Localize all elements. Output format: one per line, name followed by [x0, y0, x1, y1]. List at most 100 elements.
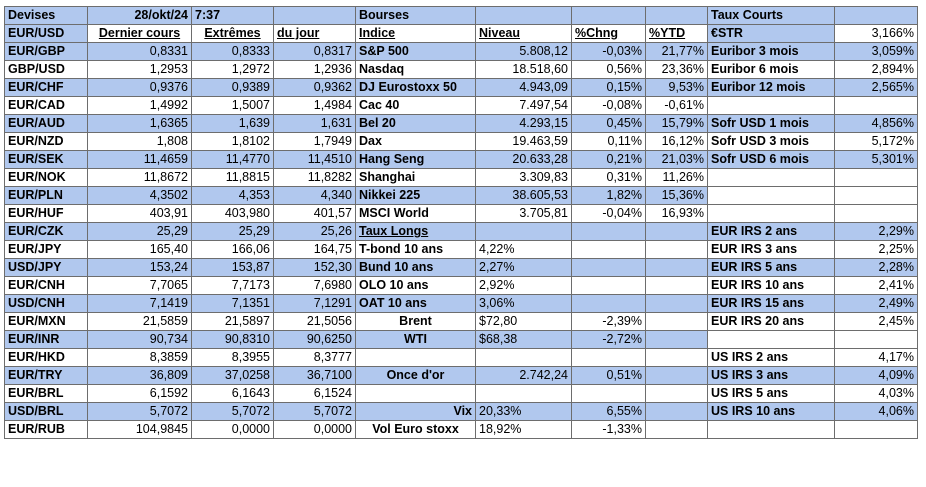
low-cell: 1,7949 [273, 132, 356, 151]
level-cell: 20,33% [475, 402, 572, 421]
chng-cell [571, 222, 646, 241]
chng-cell: -0,08% [571, 96, 646, 115]
rate-name-cell: EUR IRS 15 ans [707, 294, 835, 313]
ytd-cell: 9,53% [645, 78, 708, 97]
table-row: EUR/JPY 165,40 166,06 164,75 T-bond 10 ans 4,… [4, 240, 918, 259]
header-du-jour: du jour [273, 24, 356, 43]
rate-name-cell: US IRS 2 ans [707, 348, 835, 367]
index-name-cell: S&P 500 [355, 42, 476, 61]
table-row: EUR/NOK 11,8672 11,8815 11,8282 Shanghai 3.30… [4, 168, 918, 187]
low-cell: 25,26 [273, 222, 356, 241]
pair-cell: EUR/NZD [4, 132, 88, 151]
rate-value-cell [834, 204, 918, 223]
pair-cell: EUR/NOK [4, 168, 88, 187]
high-cell: 4,353 [191, 186, 274, 205]
low-cell: 1,631 [273, 114, 356, 133]
table-row: EUR/INR 90,734 90,8310 90,6250 WTI $68,38 -2,7… [4, 330, 918, 349]
table-row: EUR/PLN 4,3502 4,353 4,340 Nikkei 225 38.605,… [4, 186, 918, 205]
blank-cell [571, 6, 646, 25]
ytd-cell: 16,93% [645, 204, 708, 223]
level-cell: $68,38 [475, 330, 572, 349]
column-header-row: EUR/USD Dernier cours Extrêmes du jour I… [4, 24, 918, 43]
blank-cell [834, 6, 918, 25]
ytd-cell [645, 312, 708, 331]
header-ytd: %YTD [645, 24, 708, 43]
high-cell: 403,980 [191, 204, 274, 223]
level-cell [475, 348, 572, 367]
rate-name-cell: Euribor 6 mois [707, 60, 835, 79]
pair-cell: EUR/AUD [4, 114, 88, 133]
chng-cell: 0,31% [571, 168, 646, 187]
index-name-cell: OLO 10 ans [355, 276, 476, 295]
chng-cell: 0,45% [571, 114, 646, 133]
index-name-cell: Bund 10 ans [355, 258, 476, 277]
chng-cell: -0,03% [571, 42, 646, 61]
level-cell: $72,80 [475, 312, 572, 331]
table-row: EUR/GBP 0,8331 0,8333 0,8317 S&P 500 5.808,12… [4, 42, 918, 61]
chng-cell [571, 258, 646, 277]
header-estr: €STR [707, 24, 835, 43]
index-name-cell: Nikkei 225 [355, 186, 476, 205]
ytd-cell [645, 348, 708, 367]
rate-value-cell: 2,29% [834, 222, 918, 241]
last-cell: 36,809 [87, 366, 192, 385]
high-cell: 1,5007 [191, 96, 274, 115]
last-cell: 7,7065 [87, 276, 192, 295]
low-cell: 11,4510 [273, 150, 356, 169]
chng-cell: -2,39% [571, 312, 646, 331]
rate-name-cell: EUR IRS 2 ans [707, 222, 835, 241]
index-name-cell: Hang Seng [355, 150, 476, 169]
high-cell: 11,8815 [191, 168, 274, 187]
last-cell: 104,9845 [87, 420, 192, 439]
table-row: EUR/CAD 1,4992 1,5007 1,4984 Cac 40 7.497,54-… [4, 96, 918, 115]
low-cell: 7,1291 [273, 294, 356, 313]
rate-name-cell: EUR IRS 3 ans [707, 240, 835, 259]
last-cell: 0,8331 [87, 42, 192, 61]
ytd-cell [645, 420, 708, 439]
index-name-cell: MSCI World [355, 204, 476, 223]
rate-value-cell: 2,565% [834, 78, 918, 97]
rate-name-cell [707, 96, 835, 115]
table-row: EUR/NZD 1,808 1,8102 1,7949 Dax 19.463,59 0,11… [4, 132, 918, 151]
level-cell: 7.497,54 [475, 96, 572, 115]
date-cell: 28/okt/24 [87, 6, 192, 25]
low-cell: 1,4984 [273, 96, 356, 115]
rate-name-cell: US IRS 3 ans [707, 366, 835, 385]
pair-cell: EUR/TRY [4, 366, 88, 385]
low-cell: 0,8317 [273, 42, 356, 61]
ytd-cell [645, 240, 708, 259]
low-cell: 11,8282 [273, 168, 356, 187]
level-cell: 2,27% [475, 258, 572, 277]
last-cell: 8,3859 [87, 348, 192, 367]
level-cell [475, 384, 572, 403]
high-cell: 0,0000 [191, 420, 274, 439]
rate-name-cell: Euribor 3 mois [707, 42, 835, 61]
level-cell: 18.518,60 [475, 60, 572, 79]
pair-cell: EUR/CNH [4, 276, 88, 295]
bourses-title: Bourses [355, 6, 476, 25]
rate-name-cell [707, 420, 835, 439]
high-cell: 11,4770 [191, 150, 274, 169]
table-row: USD/BRL 5,7072 5,7072 5,7072 Vix 20,33% 6,55% U… [4, 402, 918, 421]
last-cell: 90,734 [87, 330, 192, 349]
low-cell: 90,6250 [273, 330, 356, 349]
table-row: EUR/CNH 7,7065 7,7173 7,6980 OLO 10 ans 2,92%… [4, 276, 918, 295]
low-cell: 0,0000 [273, 420, 356, 439]
ytd-cell: 21,77% [645, 42, 708, 61]
blank-cell [475, 6, 572, 25]
rate-value-cell: 3,059% [834, 42, 918, 61]
table-row: EUR/CZK 25,29 25,29 25,26 Taux Longs EUR IRS … [4, 222, 918, 241]
low-cell: 6,1524 [273, 384, 356, 403]
high-cell: 0,8333 [191, 42, 274, 61]
rate-value-cell: 4,03% [834, 384, 918, 403]
index-name-cell: Brent [355, 312, 476, 331]
blank-cell [645, 6, 708, 25]
pair-cell: EUR/HKD [4, 348, 88, 367]
rate-value-cell: 2,49% [834, 294, 918, 313]
ytd-cell [645, 276, 708, 295]
header-indice: Indice [355, 24, 476, 43]
pair-cell: USD/BRL [4, 402, 88, 421]
ytd-cell: -0,61% [645, 96, 708, 115]
low-cell: 21,5056 [273, 312, 356, 331]
low-cell: 8,3777 [273, 348, 356, 367]
